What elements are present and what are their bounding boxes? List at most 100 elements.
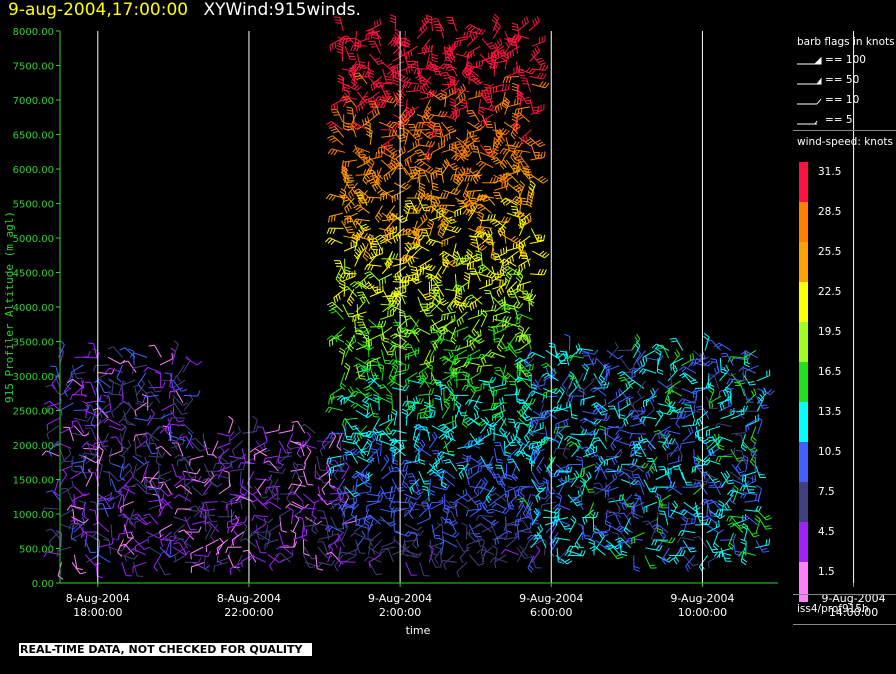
wind-barb xyxy=(451,88,470,96)
wind-barb xyxy=(368,40,381,54)
wind-barb xyxy=(417,140,436,148)
wind-barb xyxy=(479,213,496,222)
wind-barb xyxy=(393,145,406,161)
wind-barb xyxy=(343,549,357,563)
wind-barb xyxy=(118,418,136,427)
wind-barb xyxy=(146,483,164,490)
wind-barb xyxy=(432,483,450,491)
wind-barb xyxy=(679,372,697,382)
speed-swatch xyxy=(799,322,808,362)
wind-barb xyxy=(420,426,431,441)
wind-barb xyxy=(417,169,430,184)
wind-barb xyxy=(132,463,139,482)
wind-barb xyxy=(390,508,406,518)
wind-barb xyxy=(445,425,458,440)
wind-barb xyxy=(453,106,468,118)
wind-barb xyxy=(707,373,715,390)
wind-barb xyxy=(141,476,159,484)
wind-barb xyxy=(421,38,431,55)
wind-barb xyxy=(372,417,381,436)
wind-barb xyxy=(292,529,308,541)
wind-barb xyxy=(242,549,257,563)
wind-barb xyxy=(481,544,487,563)
wind-barb xyxy=(381,464,394,480)
wind-barb xyxy=(423,194,442,202)
wind-barb xyxy=(479,427,492,442)
wind-barb xyxy=(707,365,720,382)
wind-barb xyxy=(122,360,137,373)
wind-barb xyxy=(371,539,383,556)
wind-barb xyxy=(439,540,458,548)
wind-barb xyxy=(466,250,482,262)
wind-barb xyxy=(190,561,205,573)
wind-barb xyxy=(531,494,550,500)
wind-barb xyxy=(365,430,383,438)
wind-barb xyxy=(60,523,79,530)
wind-barb xyxy=(368,100,381,115)
wind-barb xyxy=(192,561,211,570)
wind-barb xyxy=(164,372,174,388)
wind-barb xyxy=(344,212,358,225)
wind-barb xyxy=(316,455,326,472)
wind-barb xyxy=(350,44,367,52)
wind-barb xyxy=(149,470,160,488)
wind-barb xyxy=(481,38,497,50)
wind-barb xyxy=(443,187,461,196)
wind-barb xyxy=(439,355,456,366)
wind-barb xyxy=(380,536,395,548)
wind-barb xyxy=(344,197,355,214)
y-tick-label: 8000.00 xyxy=(13,27,54,38)
wind-barb xyxy=(517,16,529,32)
wind-barb xyxy=(278,424,294,434)
wind-barb xyxy=(523,539,531,557)
wind-barb xyxy=(503,235,522,244)
wind-barb xyxy=(454,349,468,363)
wind-barb xyxy=(445,511,458,525)
wind-barb xyxy=(367,61,375,79)
wind-barb xyxy=(678,366,697,374)
wind-barb xyxy=(454,205,468,218)
wind-barb xyxy=(348,182,359,199)
wind-barb xyxy=(569,403,578,420)
wind-barb xyxy=(756,369,771,382)
wind-barb xyxy=(617,344,635,351)
wind-barb xyxy=(456,200,470,214)
wind-barb xyxy=(455,30,472,40)
wind-barb xyxy=(338,347,346,366)
wind-barb xyxy=(434,23,445,39)
wind-barb xyxy=(532,250,550,259)
wind-barb xyxy=(48,531,60,548)
wind-barb xyxy=(392,227,405,244)
wind-barb xyxy=(157,562,171,576)
wind-barb xyxy=(468,268,481,282)
wind-barb xyxy=(643,501,658,514)
wind-barb xyxy=(265,424,281,434)
wind-barb xyxy=(607,390,621,405)
wind-barb xyxy=(466,294,483,305)
wind-barb xyxy=(302,554,316,568)
wind-barb xyxy=(173,523,185,540)
wind-barb xyxy=(328,394,344,405)
wind-barb xyxy=(299,507,317,514)
wind-barb xyxy=(118,513,134,525)
wind-barb xyxy=(543,507,561,514)
wind-barb xyxy=(436,451,455,458)
wind-barb xyxy=(143,366,161,374)
wind-barb xyxy=(85,427,98,442)
wind-barb xyxy=(108,448,115,466)
wind-barb xyxy=(341,76,351,93)
wind-barb xyxy=(199,508,216,518)
wind-barb xyxy=(61,480,74,495)
wind-barb xyxy=(111,463,130,469)
wind-barb xyxy=(367,150,383,161)
wind-barb xyxy=(203,521,220,533)
wind-barb xyxy=(374,96,393,104)
wind-barb xyxy=(184,476,202,482)
wind-barb xyxy=(738,551,756,558)
speed-label: 16.5 xyxy=(818,366,842,378)
wind-barb xyxy=(391,465,409,472)
wind-barb xyxy=(414,159,432,169)
wind-barb xyxy=(318,529,334,541)
wind-barb xyxy=(438,498,455,510)
